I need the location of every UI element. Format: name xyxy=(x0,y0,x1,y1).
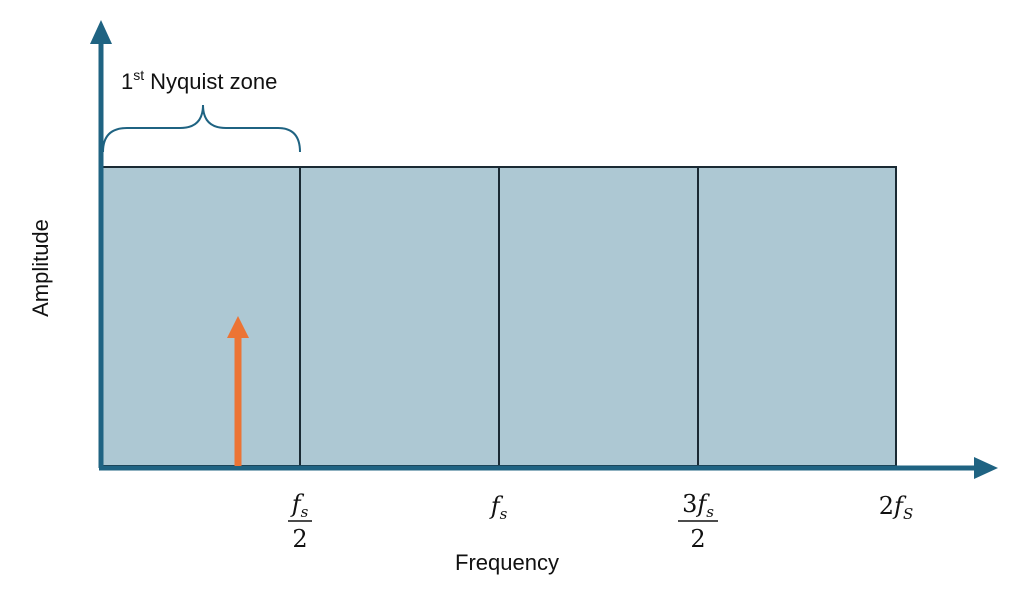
coefficient: 2 xyxy=(879,492,894,520)
zone-label: 1st Nyquist zone xyxy=(121,67,277,94)
y-axis-arrowhead xyxy=(90,20,112,44)
tick-numerator: fs xyxy=(290,490,309,521)
subscript: s xyxy=(500,505,508,523)
y-axis-label: Amplitude xyxy=(28,219,53,317)
subscript: S xyxy=(903,505,913,523)
zone-brace xyxy=(102,104,301,153)
zone-number: 1 xyxy=(121,69,133,94)
coefficient: 3 xyxy=(682,490,697,518)
tick-label: 2fS xyxy=(879,492,913,523)
x-axis-arrowhead xyxy=(974,457,998,479)
tick-denominator: 2 xyxy=(690,525,705,553)
tick-denominator: 2 xyxy=(292,525,307,553)
signal-arrowhead xyxy=(227,316,249,338)
x-axis-label: Frequency xyxy=(455,550,559,575)
zone-text: Nyquist zone xyxy=(150,69,277,94)
subscript: s xyxy=(706,503,714,521)
subscript: s xyxy=(301,503,309,521)
tick-label: fs xyxy=(489,492,508,523)
tick-numerator: 3fs xyxy=(682,490,714,521)
zone-suffix: st xyxy=(133,67,144,83)
